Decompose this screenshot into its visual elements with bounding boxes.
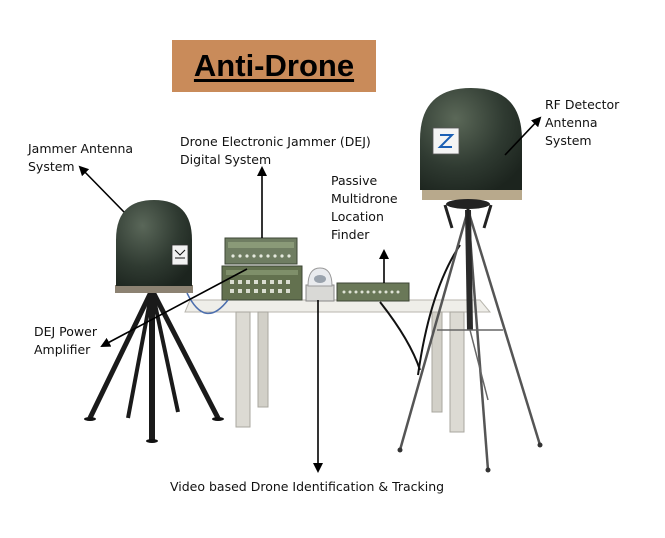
passive-finder-label-line-4: Finder (331, 227, 370, 242)
dej-digital-system (221, 237, 303, 301)
dej-amplifier-label: DEJ Power Amplifier (34, 323, 97, 359)
passive-finder-label: Passive Multidrone Location Finder (331, 172, 398, 244)
rf-detector-label-line-2: Antenna (545, 115, 598, 130)
arrow-rf-detector (504, 116, 542, 156)
passive-finder-label-line-2: Multidrone (331, 191, 398, 206)
passive-finder-label-line-3: Location (331, 209, 384, 224)
arrow-dej-amplifier (100, 268, 248, 347)
dej-amplifier-label-line-2: Amplifier (34, 342, 91, 357)
page-title: Anti-Drone (193, 48, 355, 83)
video-camera (305, 267, 335, 302)
video-tracking-label: Video based Drone Identification & Track… (170, 479, 445, 494)
dej-digital-label-line-2: Digital System (180, 152, 272, 167)
rf-detector-label-line-3: System (545, 133, 592, 148)
annotation-arrows (78, 116, 542, 473)
arrow-jammer-antenna (78, 165, 125, 213)
jammer-antenna-label: Jammer Antenna System (28, 140, 133, 176)
table (184, 299, 492, 433)
dej-amplifier-label-line-1: DEJ Power (34, 324, 97, 339)
title-banner: Anti-Drone (172, 40, 376, 92)
jammer-antenna-label-line-1: Jammer Antenna (28, 141, 134, 156)
jammer-antenna-label-line-2: System (28, 159, 75, 174)
rf-detector-label-line-1: RF Detector (545, 97, 620, 112)
jammer-antenna-unit (84, 200, 224, 443)
passive-location-finder (336, 282, 410, 302)
rf-detector-unit (397, 88, 543, 473)
dej-digital-label-line-1: Drone Electronic Jammer (DEJ) (180, 134, 371, 149)
passive-finder-label-line-1: Passive (331, 173, 378, 188)
dej-digital-label: Drone Electronic Jammer (DEJ) Digital Sy… (180, 133, 371, 169)
rf-detector-label: RF Detector Antenna System (545, 96, 619, 150)
